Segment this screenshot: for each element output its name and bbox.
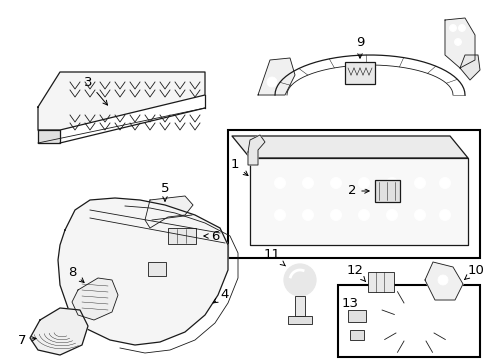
- Bar: [347, 310, 365, 322]
- Polygon shape: [38, 130, 60, 143]
- Polygon shape: [247, 135, 264, 165]
- Circle shape: [453, 39, 461, 45]
- Text: 13: 13: [341, 297, 358, 310]
- Circle shape: [439, 177, 449, 189]
- Bar: [345, 62, 374, 84]
- Bar: [287, 316, 311, 324]
- Circle shape: [414, 210, 425, 220]
- Circle shape: [414, 177, 425, 189]
- Text: 5: 5: [161, 181, 169, 201]
- Text: 9: 9: [355, 36, 364, 58]
- Circle shape: [266, 77, 276, 87]
- Polygon shape: [459, 55, 479, 80]
- Circle shape: [358, 210, 369, 220]
- Bar: [374, 180, 399, 202]
- Text: 3: 3: [83, 76, 107, 105]
- Circle shape: [437, 275, 447, 285]
- Text: 12: 12: [346, 264, 365, 282]
- Polygon shape: [30, 308, 88, 355]
- Text: 8: 8: [68, 266, 84, 283]
- Bar: [148, 262, 165, 276]
- Text: 10: 10: [464, 264, 484, 279]
- Text: 4: 4: [213, 288, 229, 303]
- Circle shape: [386, 210, 397, 220]
- Bar: [168, 228, 196, 244]
- Circle shape: [392, 300, 436, 344]
- Polygon shape: [249, 158, 467, 245]
- Circle shape: [284, 264, 315, 296]
- Polygon shape: [424, 262, 462, 300]
- Polygon shape: [72, 278, 118, 320]
- Bar: [227, 130, 479, 258]
- Bar: [294, 296, 305, 316]
- Text: 1: 1: [230, 158, 247, 176]
- Polygon shape: [231, 136, 467, 158]
- Polygon shape: [58, 198, 227, 345]
- Text: 6: 6: [203, 230, 219, 243]
- Circle shape: [302, 177, 313, 189]
- Circle shape: [400, 308, 428, 336]
- Circle shape: [439, 210, 449, 220]
- Circle shape: [448, 24, 456, 31]
- Polygon shape: [258, 58, 294, 95]
- Circle shape: [302, 210, 313, 220]
- Text: 2: 2: [347, 184, 368, 198]
- Circle shape: [458, 24, 465, 31]
- Bar: [337, 285, 479, 357]
- Circle shape: [274, 210, 285, 220]
- Text: 11: 11: [263, 248, 285, 266]
- Circle shape: [358, 177, 369, 189]
- Polygon shape: [38, 72, 204, 130]
- Circle shape: [330, 177, 341, 189]
- Bar: [349, 330, 363, 340]
- Polygon shape: [145, 196, 193, 228]
- Circle shape: [274, 177, 285, 189]
- Circle shape: [330, 210, 341, 220]
- Text: 7: 7: [18, 333, 36, 346]
- Polygon shape: [444, 18, 474, 68]
- Bar: [367, 272, 393, 292]
- Circle shape: [386, 177, 397, 189]
